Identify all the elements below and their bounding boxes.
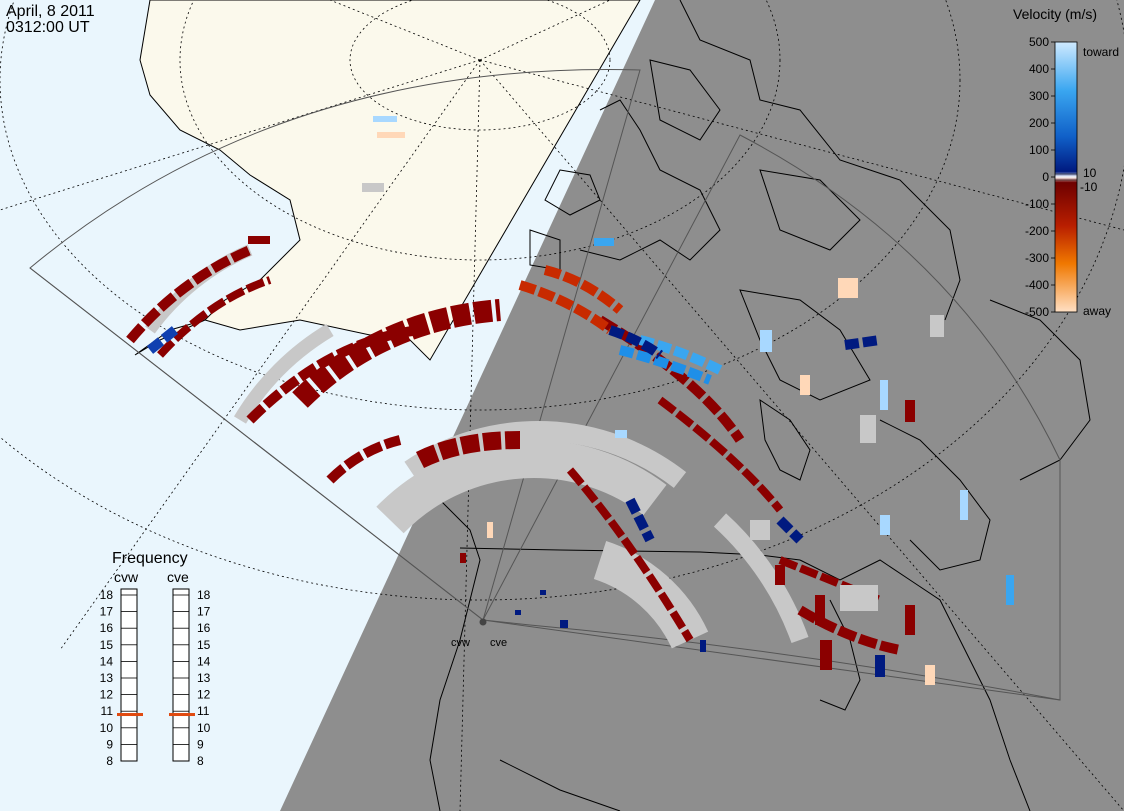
- radar-label-cvw: cvw: [451, 637, 470, 649]
- freq-scale-label-cvw: 9: [106, 737, 113, 751]
- velocity-colorbar: [1054, 41, 1078, 313]
- velocity-tick-label: -300: [1025, 251, 1049, 265]
- time-label: 0312:00 UT: [6, 19, 90, 36]
- freq-bar-cve: [172, 588, 190, 762]
- freq-scale-label-cvw: 12: [100, 688, 114, 702]
- freq-scale-label-cve: 11: [197, 704, 210, 718]
- freq-scale-label-cve: 14: [197, 654, 211, 668]
- label-minus10: -10: [1080, 180, 1098, 194]
- label-away: away: [1083, 304, 1111, 318]
- velocity-tick-label: 400: [1029, 62, 1049, 76]
- freq-scale-label-cvw: 17: [100, 605, 114, 619]
- freq-scale-label-cve: 18: [197, 588, 211, 602]
- velocity-tick-label: -500: [1025, 305, 1049, 319]
- radar-label-cve: cve: [490, 637, 507, 649]
- velocity-toward: [146, 325, 881, 544]
- velocity-tick-label: -400: [1025, 278, 1049, 292]
- freq-scale-label-cvw: 18: [100, 588, 114, 602]
- freq-scale-label-cve: 10: [197, 721, 211, 735]
- radar-site-marker: [479, 618, 487, 626]
- velocity-tick-label: 100: [1029, 143, 1049, 157]
- velocity-tick-label: -200: [1025, 224, 1049, 238]
- frequency-panel: 18 18 17 17 16 16 15 15 14 14 13 13 12 12 11 11 10 10 9 9 8 8: [100, 588, 211, 768]
- freq-scale-label-cve: 17: [197, 605, 211, 619]
- freq-scale-label-cvw: 15: [100, 638, 114, 652]
- freq-label-cve: cve: [167, 569, 189, 585]
- freq-bar-cvw: [120, 588, 138, 762]
- velocity-tick-label: 0: [1042, 170, 1049, 184]
- velocity-tick-label: 200: [1029, 116, 1049, 130]
- freq-scale-label-cvw: 11: [101, 704, 114, 718]
- freq-scale-label-cvw: 13: [100, 671, 114, 685]
- freq-scale-label-cvw: 16: [100, 621, 114, 635]
- label-toward: toward: [1083, 45, 1119, 59]
- label-plus10: 10: [1083, 166, 1097, 180]
- frequency-title: Frequency: [112, 550, 188, 567]
- velocity-legend-title: Velocity (m/s): [1013, 6, 1098, 22]
- velocity-away-mid: [518, 265, 624, 335]
- velocity-tick-label: -100: [1025, 197, 1049, 211]
- freq-scale-label-cve: 8: [197, 754, 204, 768]
- freq-scale-label-cvw: 14: [100, 654, 114, 668]
- freq-marker-cve: [169, 713, 195, 717]
- freq-scale-label-cvw: 10: [100, 721, 114, 735]
- date-label: April, 8 2011: [6, 3, 95, 20]
- freq-scale-label-cve: 12: [197, 688, 211, 702]
- velocity-legend: 500 400 300 200 100 0 -100 -200 -300 -400 -500: [1025, 35, 1078, 319]
- velocity-away-low: [126, 245, 901, 655]
- velocity-tick-label: 300: [1029, 89, 1049, 103]
- scattered-cells: [248, 116, 1014, 685]
- freq-label-cvw: cvw: [114, 569, 139, 585]
- coastlines: [429, 0, 1091, 811]
- freq-scale-label-cve: 15: [197, 638, 211, 652]
- freq-scale-label-cve: 9: [197, 737, 204, 751]
- freq-marker-cvw: [117, 713, 143, 717]
- freq-scale-label-cve: 13: [197, 671, 211, 685]
- freq-scale-label-cve: 16: [197, 621, 211, 635]
- freq-scale-label-cvw: 8: [106, 754, 113, 768]
- velocity-tick-label: 500: [1029, 35, 1049, 49]
